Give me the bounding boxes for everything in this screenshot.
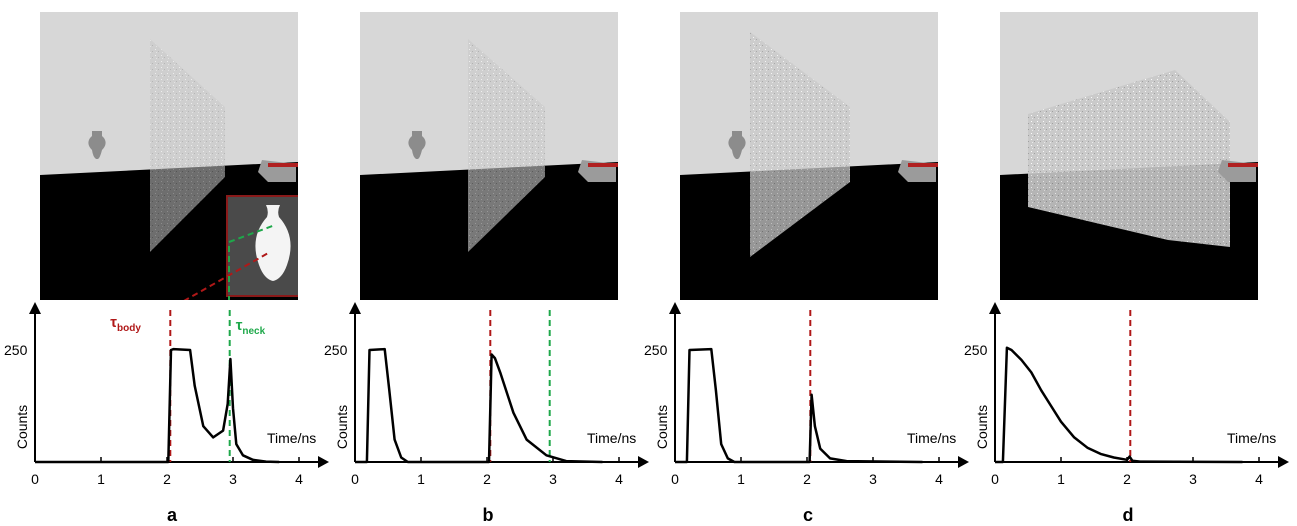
x-axis-arrow-b: [638, 456, 649, 468]
x-tick-label-d: 1: [1057, 471, 1065, 487]
x-axis-label-b: Time/ns: [587, 430, 636, 446]
x-tick-label-b: 3: [549, 471, 557, 487]
x-tick-label-d: 4: [1255, 471, 1263, 487]
histogram-curve-c: [675, 347, 923, 464]
floor-c: [680, 162, 938, 300]
x-tick-label-a: 3: [229, 471, 237, 487]
y-axis-label-c: Counts: [654, 405, 670, 449]
scene-render-d: [1000, 12, 1258, 300]
y-tick-label-a: 250: [4, 342, 28, 358]
tau-neck-subscript: neck: [242, 326, 265, 337]
x-tick-label-b: 2: [483, 471, 491, 487]
x-tick-label-d: 0: [991, 471, 999, 487]
tau-body-subscript: body: [117, 323, 141, 334]
x-tick-label-c: 1: [737, 471, 745, 487]
x-tick-label-c: 0: [671, 471, 679, 487]
scene-render-a: [40, 12, 298, 300]
y-tick-label-c: 250: [644, 342, 668, 358]
x-tick-label-c: 4: [935, 471, 943, 487]
y-axis-arrow-d: [989, 302, 1001, 314]
histogram-plot-d: 0 1 2 3 4 250 Time/ns Counts: [964, 302, 1289, 487]
laser-c: [908, 163, 938, 167]
x-tick-label-d: 3: [1189, 471, 1197, 487]
y-axis-label-d: Counts: [974, 405, 990, 449]
scattering-volume-c: [750, 32, 850, 257]
histogram-curve-b: [355, 347, 603, 464]
y-tick-label-b: 250: [324, 342, 348, 358]
histogram-curve-a: [35, 347, 280, 464]
panel-b: 0 1 2 3 4 250 Time/ns Counts b: [320, 0, 649, 525]
y-axis-label-b: Counts: [334, 405, 350, 449]
y-axis-arrow-a: [29, 302, 41, 314]
x-tick-label-a: 0: [31, 471, 39, 487]
neck-connector-line: [228, 224, 276, 300]
panel-d: 0 1 2 3 4 250 Time/ns Counts d: [960, 0, 1289, 525]
x-tick-label-c: 2: [803, 471, 811, 487]
x-axis-arrow-a: [318, 456, 329, 468]
histogram-plot-a: 0 1 2 3 4 250 Time/ns Counts τbody τneck: [4, 302, 329, 487]
vase-c: [728, 131, 746, 159]
y-axis-arrow-c: [669, 302, 681, 314]
vase-b: [408, 131, 426, 159]
x-tick-label-a: 1: [97, 471, 105, 487]
histogram-plot-c: 0 1 2 3 4 250 Time/ns Counts: [644, 302, 969, 487]
panel-a: 0 1 2 3 4 250 Time/ns Counts τbody τneck a: [0, 0, 329, 525]
y-axis-arrow-b: [349, 302, 361, 314]
laser-a: [268, 163, 298, 167]
laser-b: [588, 163, 618, 167]
x-tick-label-c: 3: [869, 471, 877, 487]
x-tick-label-b: 4: [615, 471, 623, 487]
x-tick-label-d: 2: [1123, 471, 1131, 487]
y-tick-label-d: 250: [964, 342, 988, 358]
inset-vase: [255, 205, 291, 281]
x-axis-label-c: Time/ns: [907, 430, 956, 446]
panel-letter-a: a: [166, 505, 177, 525]
tau-neck-label: τneck: [236, 317, 266, 337]
x-tick-label-a: 2: [163, 471, 171, 487]
vase-a: [88, 131, 106, 159]
x-axis-arrow-d: [1278, 456, 1289, 468]
panel-letter-b: b: [482, 505, 494, 525]
scattering-volume-b: [468, 39, 545, 252]
panel-letter-d: d: [1122, 505, 1134, 525]
panel-letter-c: c: [802, 505, 813, 525]
x-axis-arrow-c: [958, 456, 969, 468]
tau-body-label: τbody: [110, 314, 141, 334]
histogram-plot-b: 0 1 2 3 4 250 Time/ns Counts: [324, 302, 649, 487]
body-connector-line: [183, 251, 271, 300]
scene-render-c: [680, 12, 938, 300]
panel-c: 0 1 2 3 4 250 Time/ns Counts c: [640, 0, 969, 525]
histogram-curve-d: [995, 346, 1243, 464]
x-tick-label-b: 1: [417, 471, 425, 487]
scattering-volume-a: [150, 39, 225, 252]
scene-render-b: [360, 12, 618, 300]
x-axis-label-d: Time/ns: [1227, 430, 1276, 446]
x-tick-label-b: 0: [351, 471, 359, 487]
x-axis-label-a: Time/ns: [267, 430, 316, 446]
x-tick-label-a: 4: [295, 471, 303, 487]
laser-d: [1228, 163, 1258, 167]
scattering-volume-d: [1028, 70, 1230, 247]
y-axis-label-a: Counts: [14, 405, 30, 449]
